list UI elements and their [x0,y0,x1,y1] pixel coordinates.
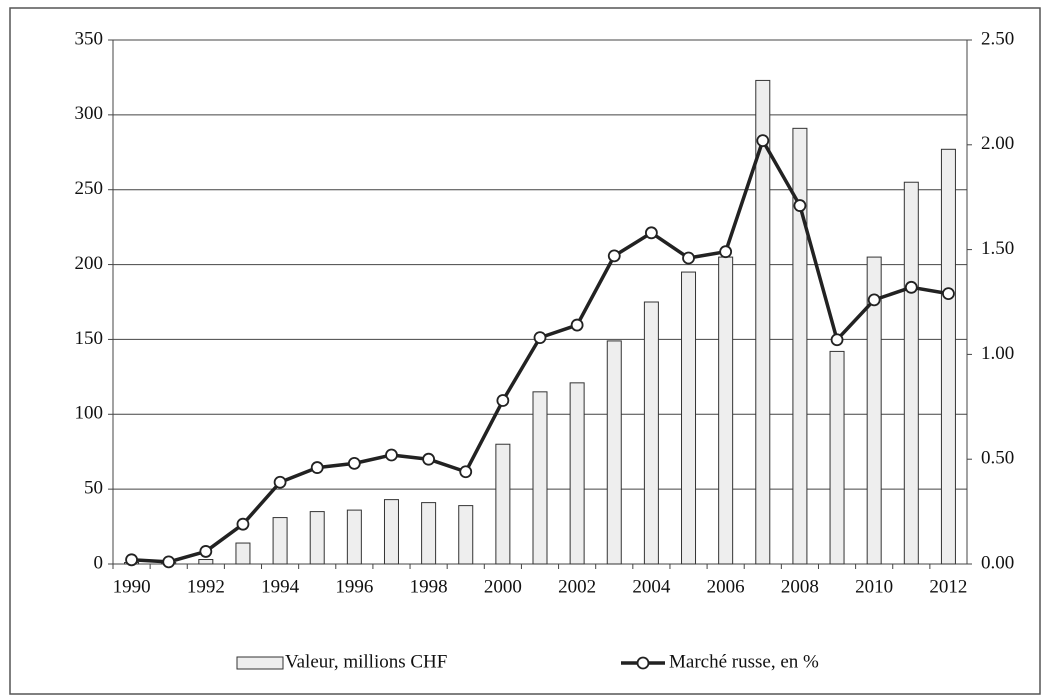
line-marker [830,333,844,347]
bar [606,340,622,565]
x-tick-label: 1992 [187,576,225,597]
bar [829,350,845,565]
x-tick-label: 1990 [113,576,151,597]
bar [718,256,734,565]
line-marker [533,331,547,345]
bar [458,505,474,565]
x-tick-label: 2008 [781,576,819,597]
x-tick-label: 2006 [707,576,745,597]
line-marker [607,249,621,263]
bar [383,499,399,565]
bar [272,517,288,565]
y-tick-label: 200 [75,253,104,274]
x-tick-label: 2012 [929,576,967,597]
line-marker [310,461,324,474]
y2-tick-label: 0.50 [981,448,1014,469]
bar [421,502,437,565]
line-marker [199,545,213,558]
x-tick-label: 2000 [484,576,522,597]
bar [681,271,697,565]
line-marker [644,226,658,240]
line-marker [942,287,955,301]
x-tick-label: 1994 [261,576,300,597]
line-marker [682,251,695,265]
bar [792,127,808,565]
y2-tick-label: 2.00 [981,133,1014,154]
legend-marker [636,656,650,670]
bar [755,79,771,565]
y-tick-label: 150 [75,328,104,349]
line-marker [793,199,807,212]
bar [346,509,362,565]
y2-tick-label: 1.50 [981,238,1014,259]
line-marker [719,245,733,259]
bar [569,382,585,565]
line-marker [459,465,473,479]
y2-tick-label: 1.00 [981,343,1014,364]
y2-tick-label: 0.00 [981,552,1014,573]
bar [903,181,919,565]
line-marker [273,475,287,489]
legend-label: Marché russe, en % [669,651,819,672]
bar [643,301,659,565]
bar [532,391,548,565]
line-marker [570,318,584,332]
y-tick-label: 100 [75,403,104,424]
bar [309,511,325,565]
line-marker [162,555,176,569]
bar [198,559,214,565]
bar [866,256,882,565]
legend-label: Valeur, millions CHF [285,651,447,672]
x-tick-label: 2002 [558,576,596,597]
line-marker [347,456,361,470]
line-marker [904,280,918,294]
bar [235,542,251,565]
y2-tick-label: 2.50 [981,28,1014,49]
x-tick-label: 1996 [335,576,373,597]
legend-swatch [236,656,284,670]
y-tick-label: 300 [75,103,104,124]
line-marker [867,293,881,307]
bar [495,443,511,565]
line-marker [756,134,770,148]
x-tick-label: 1998 [410,576,448,597]
line-marker [385,448,398,462]
frame [9,7,1041,695]
line-marker [236,517,250,531]
y-tick-label: 250 [75,178,104,199]
y-tick-label: 350 [75,28,104,49]
x-tick-label: 2010 [855,576,893,597]
line-marker [125,553,138,567]
y-tick-label: 50 [84,478,103,499]
bar [940,148,956,565]
line-marker [422,452,436,466]
x-tick-label: 2004 [632,576,671,597]
line-marker [496,394,510,407]
y-tick-label: 0 [94,552,104,573]
